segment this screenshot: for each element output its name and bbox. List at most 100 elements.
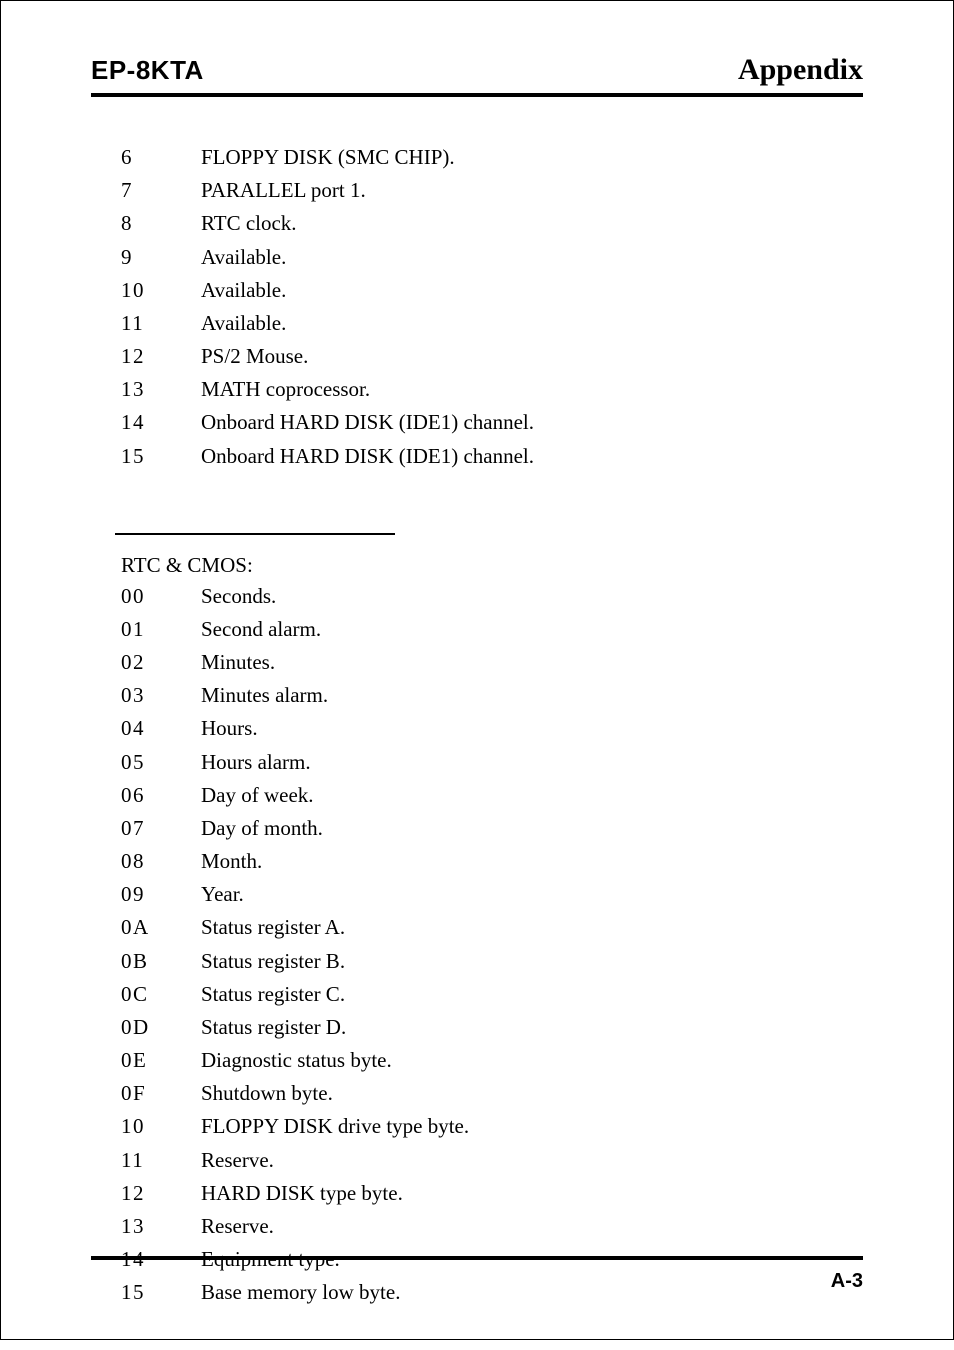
irq-row-number: 8 bbox=[91, 207, 201, 240]
rtc-section-title: RTC & CMOS: bbox=[91, 553, 863, 578]
rtc-row: 03Minutes alarm. bbox=[91, 679, 863, 712]
rtc-row-description: Reserve. bbox=[201, 1210, 863, 1243]
irq-list: 6FLOPPY DISK (SMC CHIP).7PARALLEL port 1… bbox=[91, 141, 863, 473]
rtc-row-description: Month. bbox=[201, 845, 863, 878]
rtc-row-description: Minutes alarm. bbox=[201, 679, 863, 712]
rtc-row: 0DStatus register D. bbox=[91, 1011, 863, 1044]
irq-row-number: 12 bbox=[91, 340, 201, 373]
rtc-row-description: Seconds. bbox=[201, 580, 863, 613]
rtc-row: 10FLOPPY DISK drive type byte. bbox=[91, 1110, 863, 1143]
rtc-row-number: 0C bbox=[91, 978, 201, 1011]
rtc-row-description: FLOPPY DISK drive type byte. bbox=[201, 1110, 863, 1143]
page-footer: A-3 bbox=[91, 1256, 863, 1293]
rtc-row-description: Status register B. bbox=[201, 945, 863, 978]
rtc-row: 05Hours alarm. bbox=[91, 746, 863, 779]
rtc-row: 00Seconds. bbox=[91, 580, 863, 613]
rtc-row-description: Shutdown byte. bbox=[201, 1077, 863, 1110]
rtc-row-number: 09 bbox=[91, 878, 201, 911]
rtc-row-description: Year. bbox=[201, 878, 863, 911]
rtc-row-description: Reserve. bbox=[201, 1144, 863, 1177]
rtc-row-description: Status register D. bbox=[201, 1011, 863, 1044]
rtc-row: 08Month. bbox=[91, 845, 863, 878]
irq-row-number: 15 bbox=[91, 440, 201, 473]
irq-row-description: PARALLEL port 1. bbox=[201, 174, 863, 207]
irq-row-number: 14 bbox=[91, 406, 201, 439]
irq-row-description: Available. bbox=[201, 241, 863, 274]
irq-row: 12PS/2 Mouse. bbox=[91, 340, 863, 373]
irq-row-number: 11 bbox=[91, 307, 201, 340]
irq-row-number: 13 bbox=[91, 373, 201, 406]
rtc-row-description: Hours alarm. bbox=[201, 746, 863, 779]
rtc-row-number: 0E bbox=[91, 1044, 201, 1077]
rtc-row: 11Reserve. bbox=[91, 1144, 863, 1177]
irq-row-number: 9 bbox=[91, 241, 201, 274]
rtc-row: 12HARD DISK type byte. bbox=[91, 1177, 863, 1210]
rtc-row: 02Minutes. bbox=[91, 646, 863, 679]
irq-row: 15Onboard HARD DISK (IDE1) channel. bbox=[91, 440, 863, 473]
rtc-row: 0EDiagnostic status byte. bbox=[91, 1044, 863, 1077]
irq-row-description: Available. bbox=[201, 274, 863, 307]
irq-row-description: Available. bbox=[201, 307, 863, 340]
irq-row-description: PS/2 Mouse. bbox=[201, 340, 863, 373]
irq-row-number: 10 bbox=[91, 274, 201, 307]
rtc-row-number: 08 bbox=[91, 845, 201, 878]
irq-row: 8RTC clock. bbox=[91, 207, 863, 240]
irq-row: 10Available. bbox=[91, 274, 863, 307]
rtc-row-description: Second alarm. bbox=[201, 613, 863, 646]
rtc-row-number: 07 bbox=[91, 812, 201, 845]
rtc-row-description: Hours. bbox=[201, 712, 863, 745]
rtc-row-number: 06 bbox=[91, 779, 201, 812]
rtc-row-number: 0F bbox=[91, 1077, 201, 1110]
rtc-row-number: 01 bbox=[91, 613, 201, 646]
rtc-row-number: 13 bbox=[91, 1210, 201, 1243]
irq-row-description: Onboard HARD DISK (IDE1) channel. bbox=[201, 440, 863, 473]
rtc-row-number: 0A bbox=[91, 911, 201, 944]
rtc-row: 0FShutdown byte. bbox=[91, 1077, 863, 1110]
rtc-row-number: 02 bbox=[91, 646, 201, 679]
rtc-row: 09Year. bbox=[91, 878, 863, 911]
rtc-row-description: Diagnostic status byte. bbox=[201, 1044, 863, 1077]
rtc-row: 01Second alarm. bbox=[91, 613, 863, 646]
rtc-row-number: 05 bbox=[91, 746, 201, 779]
rtc-row-description: HARD DISK type byte. bbox=[201, 1177, 863, 1210]
irq-row: 6FLOPPY DISK (SMC CHIP). bbox=[91, 141, 863, 174]
rtc-row: 0CStatus register C. bbox=[91, 978, 863, 1011]
irq-row-description: FLOPPY DISK (SMC CHIP). bbox=[201, 141, 863, 174]
section-divider bbox=[115, 533, 395, 535]
irq-row-description: MATH coprocessor. bbox=[201, 373, 863, 406]
rtc-row: 06Day of week. bbox=[91, 779, 863, 812]
rtc-row: 0BStatus register B. bbox=[91, 945, 863, 978]
rtc-row: 07Day of month. bbox=[91, 812, 863, 845]
irq-row-number: 6 bbox=[91, 141, 201, 174]
page-number: A-3 bbox=[831, 1270, 863, 1292]
irq-row: 9Available. bbox=[91, 241, 863, 274]
rtc-row-number: 00 bbox=[91, 580, 201, 613]
rtc-row: 0AStatus register A. bbox=[91, 911, 863, 944]
rtc-cmos-list: 00Seconds.01Second alarm.02Minutes.03Min… bbox=[91, 580, 863, 1310]
irq-row-description: RTC clock. bbox=[201, 207, 863, 240]
rtc-row-number: 0B bbox=[91, 945, 201, 978]
page-container: EP-8KTA Appendix 6FLOPPY DISK (SMC CHIP)… bbox=[1, 1, 953, 1350]
rtc-row: 13Reserve. bbox=[91, 1210, 863, 1243]
rtc-row: 04Hours. bbox=[91, 712, 863, 745]
irq-row-description: Onboard HARD DISK (IDE1) channel. bbox=[201, 406, 863, 439]
rtc-row-description: Status register C. bbox=[201, 978, 863, 1011]
rtc-row-number: 12 bbox=[91, 1177, 201, 1210]
rtc-row-number: 04 bbox=[91, 712, 201, 745]
header-left-title: EP-8KTA bbox=[91, 55, 204, 86]
rtc-row-description: Minutes. bbox=[201, 646, 863, 679]
rtc-row-number: 11 bbox=[91, 1144, 201, 1177]
irq-row: 14Onboard HARD DISK (IDE1) channel. bbox=[91, 406, 863, 439]
irq-row: 11Available. bbox=[91, 307, 863, 340]
rtc-row-description: Status register A. bbox=[201, 911, 863, 944]
irq-row-number: 7 bbox=[91, 174, 201, 207]
irq-row: 7PARALLEL port 1. bbox=[91, 174, 863, 207]
header-right-title: Appendix bbox=[738, 53, 863, 87]
page-header: EP-8KTA Appendix bbox=[91, 53, 863, 97]
rtc-row-number: 10 bbox=[91, 1110, 201, 1143]
irq-row: 13MATH coprocessor. bbox=[91, 373, 863, 406]
rtc-row-description: Day of week. bbox=[201, 779, 863, 812]
rtc-row-number: 03 bbox=[91, 679, 201, 712]
rtc-row-description: Day of month. bbox=[201, 812, 863, 845]
rtc-row-number: 0D bbox=[91, 1011, 201, 1044]
